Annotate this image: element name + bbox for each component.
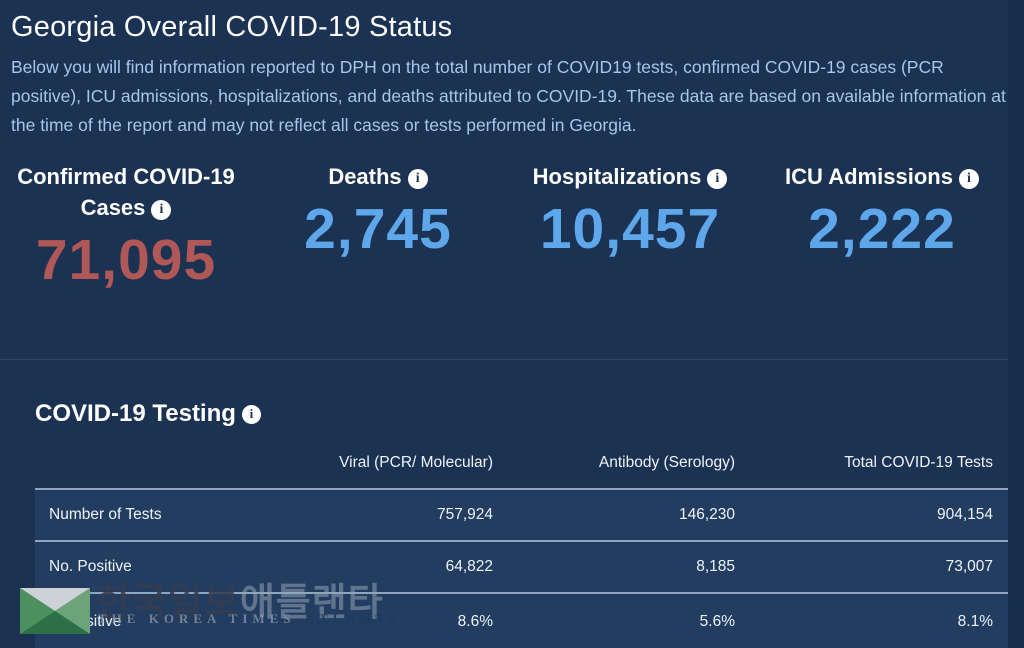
table-row: Number of Tests 757,924 146,230 904,154 xyxy=(35,490,1008,542)
column-header-viral: Viral (PCR/ Molecular) xyxy=(339,453,493,471)
testing-section: COVID-19 Testing Viral (PCR/ Molecular) … xyxy=(0,360,1008,648)
stat-label-text: Confirmed COVID-19 Cases xyxy=(17,164,235,220)
stat-label: Deaths xyxy=(264,161,492,192)
stat-label-text: Hospitalizations xyxy=(532,164,702,189)
stat-label: Hospitalizations xyxy=(516,161,744,192)
table-row: % Positive 8.6% 5.6% 8.1% xyxy=(35,594,1008,648)
stat-value-icu-admissions: 2,222 xyxy=(808,197,956,261)
table-row: No. Positive 64,822 8,185 73,007 xyxy=(35,542,1008,594)
cell-value: 8.1% xyxy=(957,613,993,630)
stat-value-hospitalizations: 10,457 xyxy=(539,197,721,261)
table-header-row: Viral (PCR/ Molecular) Antibody (Serolog… xyxy=(35,437,1008,490)
cell-value: 904,154 xyxy=(936,506,993,523)
column-header-total: Total COVID-19 Tests xyxy=(844,453,993,471)
stat-card-confirmed-cases: Confirmed COVID-19 Cases 71,095 xyxy=(0,161,252,359)
page-description: Below you will find information reported… xyxy=(11,57,1006,135)
info-icon[interactable] xyxy=(407,168,428,189)
stat-label: Confirmed COVID-19 Cases xyxy=(12,161,240,223)
cell-value: 146,230 xyxy=(678,506,735,523)
testing-table: Viral (PCR/ Molecular) Antibody (Serolog… xyxy=(35,437,1008,648)
column-header-antibody: Antibody (Serology) xyxy=(598,453,735,471)
cell-value: 8.6% xyxy=(457,613,493,630)
cell-value: 73,007 xyxy=(945,558,993,575)
stat-label-text: ICU Admissions xyxy=(785,164,953,189)
stat-card-hospitalizations: Hospitalizations 10,457 xyxy=(504,161,756,359)
info-icon[interactable] xyxy=(707,168,728,189)
stat-cards-row: Confirmed COVID-19 Cases 71,095 Deaths 2… xyxy=(0,161,1008,359)
info-icon[interactable] xyxy=(241,404,261,424)
testing-heading-text: COVID-19 Testing xyxy=(35,400,236,427)
stat-label-text: Deaths xyxy=(328,164,402,189)
cell-value: 5.6% xyxy=(699,613,735,630)
cell-value: 8,185 xyxy=(696,558,735,575)
row-label: No. Positive xyxy=(49,558,132,575)
page-title: Georgia Overall COVID-19 Status xyxy=(11,11,453,43)
page-header: Georgia Overall COVID-19 Status Below yo… xyxy=(0,0,1008,140)
stat-card-deaths: Deaths 2,745 xyxy=(252,161,504,359)
info-icon[interactable] xyxy=(151,199,172,220)
cell-value: 757,924 xyxy=(436,506,493,523)
cell-value: 64,822 xyxy=(445,558,493,575)
stat-card-icu-admissions: ICU Admissions 2,222 xyxy=(756,161,1008,359)
stat-value-deaths: 2,745 xyxy=(304,197,452,261)
stat-label: ICU Admissions xyxy=(768,161,996,192)
stat-value-confirmed-cases: 71,095 xyxy=(35,228,217,292)
info-icon[interactable] xyxy=(958,168,979,189)
section-divider xyxy=(0,359,1008,360)
row-label: % Positive xyxy=(49,613,122,630)
testing-heading: COVID-19 Testing xyxy=(35,399,1008,429)
row-label: Number of Tests xyxy=(49,506,162,523)
